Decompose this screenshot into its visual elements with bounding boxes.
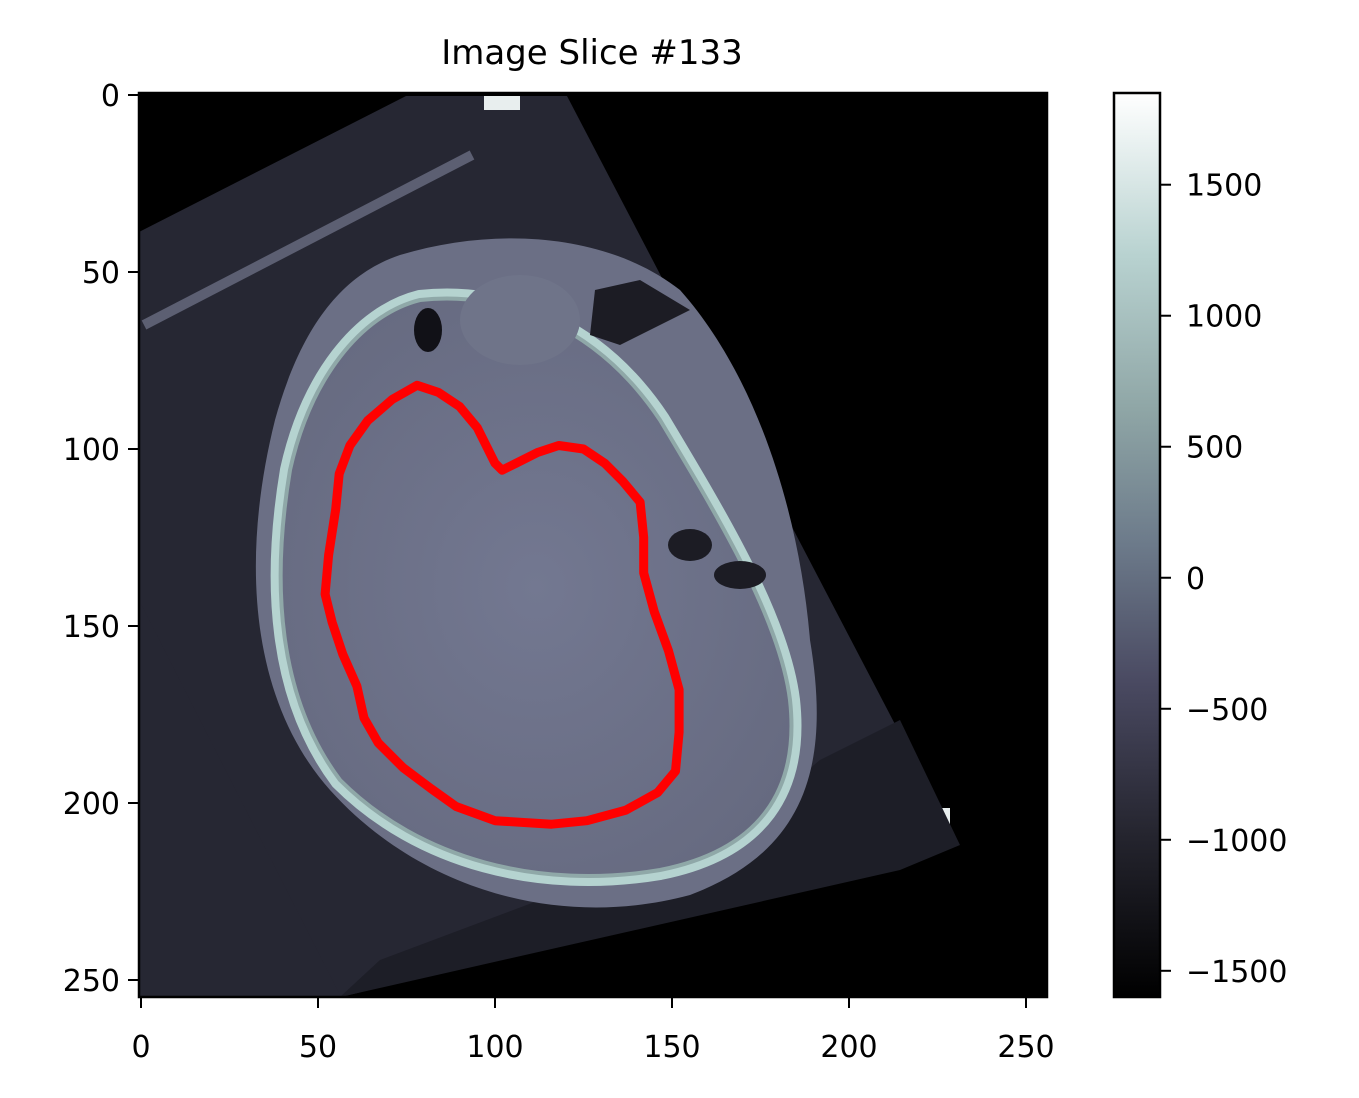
- x-tick-label: 200: [820, 1030, 877, 1065]
- y-tick-label: 250: [63, 964, 120, 999]
- segmentation-contour: [320, 380, 684, 829]
- colorbar-tick-label: −1500: [1186, 955, 1287, 990]
- x-axis: 0 50 100 150 200 250: [131, 997, 1055, 1065]
- colorbar-gradient: [1112, 91, 1162, 999]
- image-axes-frame: [137, 91, 1049, 999]
- nasal-area: [460, 275, 580, 365]
- colorbar-tick-label: 1500: [1186, 169, 1262, 204]
- y-tick-label: 150: [63, 610, 120, 645]
- colorbar-tick-label: −1000: [1186, 824, 1287, 859]
- colorbar-tick-label: 500: [1186, 431, 1243, 466]
- headrest-bar: [141, 150, 475, 330]
- marker-top: [484, 96, 520, 110]
- colorbar-tick-label: 0: [1186, 562, 1205, 597]
- y-axis: 0 50 100 150 200 250: [63, 79, 139, 999]
- colorbar-ticks: 1500 1000 500 0 −500 −1000 −1500: [1160, 169, 1287, 990]
- x-tick-label: 50: [299, 1030, 337, 1065]
- x-tick-label: 250: [997, 1030, 1054, 1065]
- colorbar: 1500 1000 500 0 −500 −1000 −1500: [1112, 91, 1287, 999]
- lower-tissue-band: [340, 720, 960, 997]
- y-tick-label: 50: [82, 256, 120, 291]
- skull-bone-inner: [278, 296, 794, 878]
- x-tick-label: 150: [643, 1030, 700, 1065]
- plot-title: Image Slice #133: [441, 33, 743, 73]
- x-tick-label: 0: [131, 1030, 150, 1065]
- mastoid: [714, 561, 766, 589]
- ct-image: [139, 93, 1047, 997]
- y-tick-label: 200: [63, 787, 120, 822]
- air-pocket: [590, 280, 690, 345]
- scan-field-lower-left: [139, 232, 341, 997]
- y-tick-label: 0: [101, 79, 120, 114]
- orbit-left: [414, 308, 442, 352]
- y-tick-label: 100: [63, 433, 120, 468]
- colorbar-tick-label: −500: [1186, 693, 1268, 728]
- ear-canal: [668, 529, 712, 561]
- colorbar-tick-label: 1000: [1186, 300, 1262, 335]
- x-tick-label: 100: [466, 1030, 523, 1065]
